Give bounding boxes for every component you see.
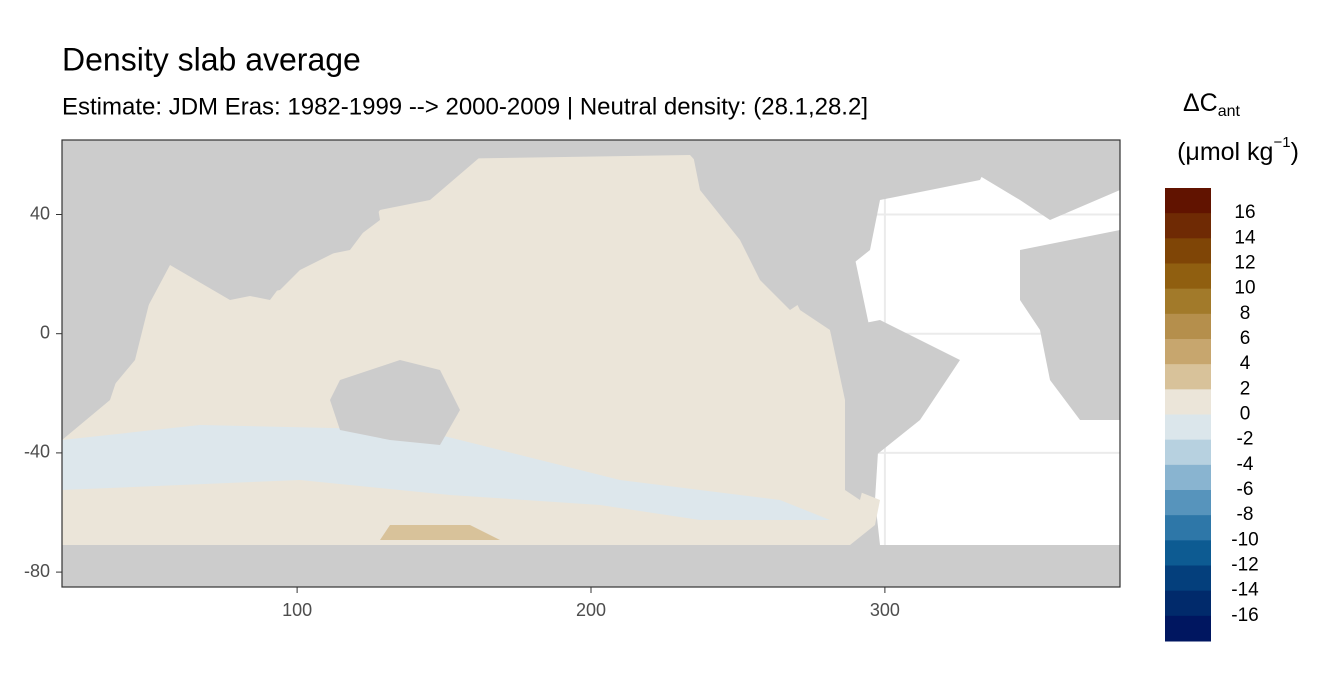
- legend-label: -16: [1231, 605, 1258, 626]
- legend-title-sub: ant: [1218, 103, 1241, 120]
- africa-east: [62, 260, 150, 440]
- legend-color-bin: [1165, 313, 1211, 340]
- legend-label: 2: [1240, 378, 1251, 399]
- legend-color-bin: [1165, 238, 1211, 264]
- north-america: [690, 140, 1000, 310]
- legend-color-bin: [1165, 213, 1211, 239]
- y-tick-label: 0: [40, 322, 50, 342]
- legend-color-bin: [1165, 540, 1211, 566]
- africa-west: [1020, 230, 1120, 420]
- legend-label: 16: [1234, 202, 1255, 223]
- antarctica: [62, 545, 1120, 587]
- y-tick-label: 40: [30, 203, 50, 223]
- legend-label: 4: [1240, 353, 1251, 374]
- legend-color-bin: [1165, 389, 1211, 415]
- legend-label: 0: [1240, 404, 1251, 425]
- legend-title: ΔCant: [1183, 89, 1241, 121]
- asia: [62, 140, 500, 300]
- x-tick-label: 100: [282, 600, 312, 620]
- legend-color-bin: [1165, 439, 1211, 466]
- greenland-europe: [960, 140, 1120, 220]
- legend-label: -10: [1231, 529, 1258, 550]
- legend-label: -4: [1237, 454, 1254, 475]
- legend-unit-sup: −1: [1273, 134, 1290, 151]
- legend-color-bin: [1165, 339, 1211, 365]
- chart-title: Density slab average: [62, 41, 361, 77]
- legend-unit-main: (μmol kg: [1177, 138, 1273, 166]
- legend-color-bin: [1165, 464, 1211, 491]
- legend-unit-end: ): [1291, 138, 1299, 166]
- legend-label: -6: [1237, 479, 1254, 500]
- south-america: [830, 320, 960, 500]
- legend-label: 10: [1234, 278, 1255, 299]
- legend-unit: (μmol kg−1): [1177, 134, 1299, 166]
- legend-color-bin: [1165, 263, 1211, 290]
- legend-label: -12: [1231, 555, 1258, 576]
- legend-label: 8: [1240, 303, 1251, 324]
- x-tick-label: 300: [870, 600, 900, 620]
- australia: [330, 360, 460, 445]
- legend-label: 14: [1234, 227, 1256, 248]
- legend-label: -2: [1237, 429, 1254, 450]
- legend-color-bin: [1165, 590, 1211, 617]
- legend-color-bin: [1165, 188, 1211, 214]
- legend-color-bin: [1165, 615, 1211, 642]
- legend-color-bin: [1165, 515, 1211, 541]
- ocean-positive-strong: [380, 525, 500, 540]
- no-data-ocean: [830, 140, 1120, 545]
- x-tick-label: 200: [576, 600, 606, 620]
- y-tick-label: -40: [24, 442, 50, 462]
- legend-title-main: ΔC: [1183, 89, 1218, 117]
- legend-label: 6: [1240, 328, 1251, 349]
- legend-label: -8: [1237, 504, 1254, 525]
- legend-color-bin: [1165, 414, 1211, 441]
- y-tick-label: -80: [24, 561, 50, 581]
- map-panel: [61, 139, 1121, 588]
- legend-label: -14: [1231, 580, 1259, 601]
- legend-label: 12: [1234, 253, 1255, 274]
- legend-color-bin: [1165, 490, 1211, 516]
- legend-color-bin: [1165, 565, 1211, 592]
- ocean-negative: [62, 425, 830, 520]
- chart-subtitle: Estimate: JDM Eras: 1982-1999 --> 2000-2…: [62, 93, 868, 120]
- legend-color-bin: [1165, 364, 1211, 390]
- legend-color-bin: [1165, 288, 1211, 315]
